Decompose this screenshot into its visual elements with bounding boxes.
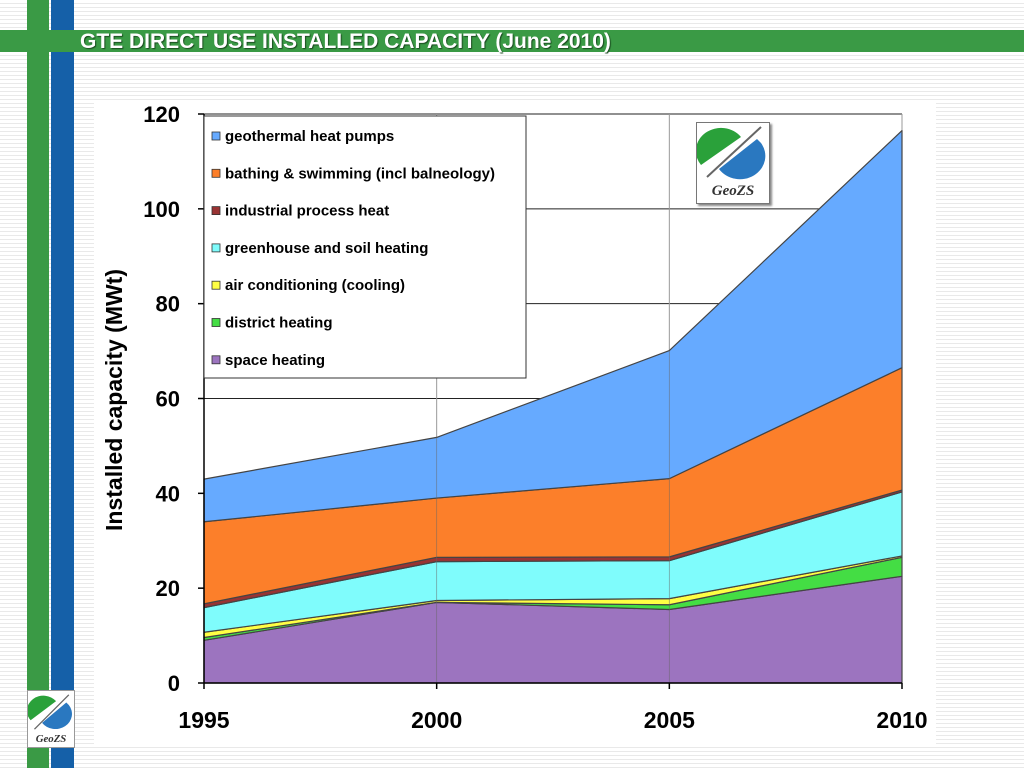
y-axis-label: Installed capacity (MWt) — [101, 269, 127, 531]
left-green-bar — [27, 0, 49, 768]
legend-item-greenhouse-and-soil-heating: greenhouse and soil heating — [211, 240, 428, 257]
y-tick-labels: 0 20 40 60 80 100 120 — [143, 102, 180, 696]
x-tick-label-2005: 2005 — [644, 707, 695, 733]
legend-label-air-conditioning-cooling: air conditioning (cooling) — [225, 277, 405, 294]
legend-swatch-air-conditioning-cooling — [211, 280, 221, 290]
x-tick-label-2000: 2000 — [411, 707, 462, 733]
stacked-areas — [203, 129, 903, 684]
geozs-logo-chart: GeoZS — [695, 122, 770, 204]
area-geothermal-heat-pumps — [203, 129, 903, 523]
legend-box — [203, 115, 527, 379]
legend-label-geothermal-heat-pumps: geothermal heat pumps — [225, 128, 394, 145]
y-tick-label-20: 20 — [156, 576, 180, 601]
slide-title: GTE DIRECT USE INSTALLED CAPACITY (June … — [80, 30, 611, 53]
geozs-logo-corner-icon: GeoZS — [26, 694, 72, 745]
legend-swatch-greenhouse-and-soil-heating — [211, 243, 221, 253]
y-tick-label-100: 100 — [143, 197, 180, 222]
y-tick-label-40: 40 — [156, 481, 180, 506]
legend-swatch-geothermal-heat-pumps — [211, 131, 221, 141]
legend-label-district-heating: district heating — [225, 315, 333, 332]
legend-item-district-heating: district heating — [211, 315, 333, 332]
legend-label-greenhouse-and-soil-heating: greenhouse and soil heating — [225, 240, 428, 257]
legend-swatch-bathing-swimming-incl-balneology — [211, 168, 221, 178]
legend-item-geothermal-heat-pumps: geothermal heat pumps — [211, 128, 394, 145]
legend-item-air-conditioning-cooling: air conditioning (cooling) — [211, 277, 405, 294]
title-bar — [0, 30, 1024, 52]
legend-item-bathing-swimming-incl-balneology: bathing & swimming (incl balneology) — [211, 165, 495, 182]
legend-swatch-industrial-process-heat — [211, 206, 221, 216]
legend-item-space-heating: space heating — [211, 352, 325, 369]
x-tick-label-2010: 2010 — [876, 707, 927, 733]
legend-label-industrial-process-heat: industrial process heat — [225, 203, 389, 220]
logo-text: GeoZS — [712, 183, 755, 199]
legend: geothermal heat pumps bathing & swimming … — [203, 115, 527, 379]
x-tick-labels: 1995 2000 2005 2010 — [178, 707, 927, 733]
legend-label-bathing-swimming-incl-balneology: bathing & swimming (incl balneology) — [225, 165, 495, 182]
y-tick-label-80: 80 — [156, 292, 180, 317]
legend-swatch-district-heating — [211, 318, 221, 327]
logo-corner-text: GeoZS — [36, 733, 67, 745]
legend-label-space-heating: space heating — [225, 352, 325, 369]
legend-swatch-space-heating — [211, 355, 221, 365]
y-tick-label-120: 120 — [143, 102, 180, 127]
geozs-logo-corner: GeoZS — [26, 690, 75, 748]
x-tick-label-1995: 1995 — [178, 707, 229, 733]
left-blue-bar — [51, 0, 74, 768]
y-tick-label-60: 60 — [156, 387, 180, 412]
geozs-logo-icon: GeoZS — [695, 126, 766, 199]
y-tick-label-0: 0 — [168, 671, 180, 696]
legend-item-industrial-process-heat: industrial process heat — [211, 203, 389, 220]
